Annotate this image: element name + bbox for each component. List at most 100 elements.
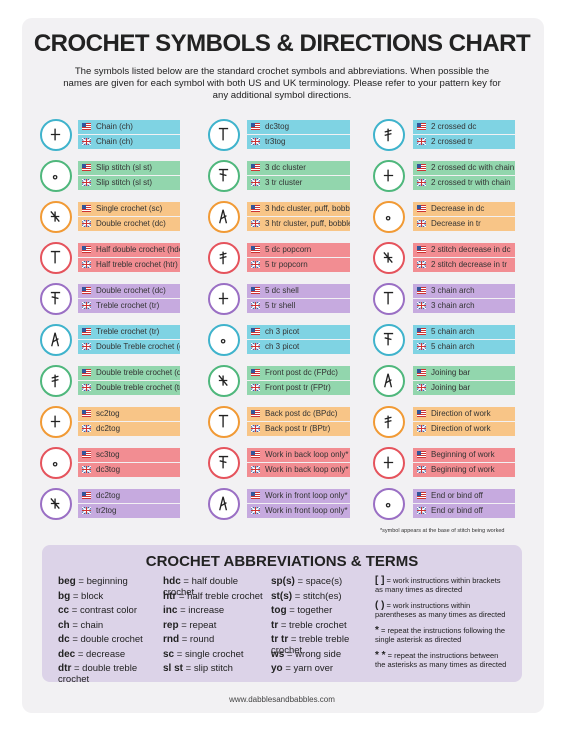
glyph <box>218 375 228 386</box>
symbol-icon <box>208 201 240 233</box>
uk-flag <box>417 425 426 432</box>
glyph <box>50 291 61 305</box>
us-name: Joining bar <box>413 366 515 380</box>
us-name: 2 stitch decrease in dc <box>413 243 515 257</box>
label: 2 crossed tr with chain <box>431 178 511 187</box>
uk-name: 5 chain arch <box>413 340 515 354</box>
label: Single crochet (sc) <box>96 204 163 213</box>
label: Work in back loop only* <box>265 465 349 474</box>
meaning: = decrease <box>77 648 126 660</box>
label: Decrease in tr <box>431 219 481 228</box>
abbreviation: sp(s) = space(s) <box>271 576 371 587</box>
meaning: = repeat <box>181 619 217 631</box>
label: Double crochet (dc) <box>96 219 166 228</box>
glyph <box>384 128 392 142</box>
symbol-icon <box>208 447 240 479</box>
title: CROCHET SYMBOLS & DIRECTIONS CHART <box>33 30 531 57</box>
glyph <box>384 373 393 388</box>
uk-name: Joining bar <box>413 381 515 395</box>
term: inc <box>163 605 178 616</box>
glyph <box>218 414 229 428</box>
term: cc <box>58 605 70 616</box>
uk-flag <box>417 507 426 514</box>
uk-flag <box>417 138 426 145</box>
term: rep <box>163 619 179 631</box>
label: 3 tr cluster <box>265 178 303 187</box>
uk-flag <box>251 384 260 391</box>
term: [ ] <box>375 575 385 586</box>
glyph <box>218 455 229 469</box>
us-name: sc3tog <box>78 448 180 462</box>
glyph <box>218 127 229 141</box>
abbreviations-box <box>42 545 522 682</box>
us-name: Back post dc (BPdc) <box>247 407 350 421</box>
glyph <box>50 250 61 264</box>
meaning: = double crochet <box>72 634 143 645</box>
label: Treble crochet (tr) <box>96 301 160 310</box>
abbreviation: dc = double crochet <box>58 634 158 645</box>
us-name: Slip stitch (sl st) <box>78 161 180 175</box>
uk-name: 3 chain arch <box>413 299 515 313</box>
us-flag <box>251 369 260 376</box>
label: Treble crochet (tr) <box>96 327 160 336</box>
meaning: = contrast color <box>71 605 137 616</box>
us-name: Work in front loop only* <box>247 489 350 503</box>
abbreviation: sl st = slip stitch <box>163 663 268 674</box>
uk-name: Work in back loop only* <box>247 463 350 477</box>
uk-flag <box>417 466 426 473</box>
abbreviation: rep = repeat <box>163 620 268 631</box>
us-flag <box>82 369 91 376</box>
uk-name: tr2tog <box>78 504 180 518</box>
term: tog <box>271 605 287 616</box>
uk-flag <box>417 302 426 309</box>
term: st(s) <box>271 590 293 602</box>
abbreviation: dtr = double treble crochet <box>58 663 158 685</box>
label: 2 crossed dc <box>431 122 477 131</box>
glyph <box>52 461 58 467</box>
uk-name: Treble crochet (tr) <box>78 299 180 313</box>
label: Joining bar <box>431 383 471 392</box>
symbol-icon <box>40 283 72 315</box>
uk-flag <box>82 466 91 473</box>
uk-flag <box>251 179 260 186</box>
label: dc3tog <box>265 122 290 131</box>
glyph <box>219 251 227 265</box>
us-flag <box>251 246 260 253</box>
meaning: = work instructions within brackets as m… <box>375 576 501 594</box>
abbreviation: dec = decrease <box>58 649 158 660</box>
symbol-icon <box>40 365 72 397</box>
glyph <box>219 209 228 224</box>
meaning: = chain <box>72 619 104 631</box>
meaning: = work instructions within parentheses a… <box>375 601 506 619</box>
label: Front post dc (FPdc) <box>265 368 338 377</box>
term: * * <box>375 650 386 661</box>
term: sc <box>163 648 175 660</box>
abbreviation: * = repeat the instructions following th… <box>375 626 510 645</box>
meaning: = increase <box>180 605 225 616</box>
us-flag <box>251 328 260 335</box>
uk-flag <box>82 220 91 227</box>
uk-name: Back post tr (BPtr) <box>247 422 350 436</box>
label: 3 chain arch <box>431 286 475 295</box>
glyph <box>383 332 394 346</box>
us-name: Beginning of work <box>413 448 515 462</box>
us-flag <box>417 328 426 335</box>
meaning: = double treble crochet <box>58 663 138 685</box>
uk-name: Direction of work <box>413 422 515 436</box>
uk-name: Chain (ch) <box>78 135 180 149</box>
symbol-icon <box>373 201 405 233</box>
symbol-icon <box>208 406 240 438</box>
label: 2 stitch decrease in tr <box>431 260 508 269</box>
label: sc3tog <box>96 450 120 459</box>
label: Half double crochet (hdc) <box>96 245 180 254</box>
us-flag <box>417 369 426 376</box>
label: 3 htr cluster, puff, bobble <box>265 219 350 228</box>
us-name: 3 dc cluster <box>247 161 350 175</box>
abbreviation: htr = half treble crochet <box>163 591 268 602</box>
symbol-icon <box>40 242 72 274</box>
label: Decrease in dc <box>431 204 485 213</box>
label: Front post tr (FPtr) <box>265 383 331 392</box>
glyph <box>50 211 60 222</box>
term: hdc <box>163 576 181 587</box>
us-flag <box>417 410 426 417</box>
